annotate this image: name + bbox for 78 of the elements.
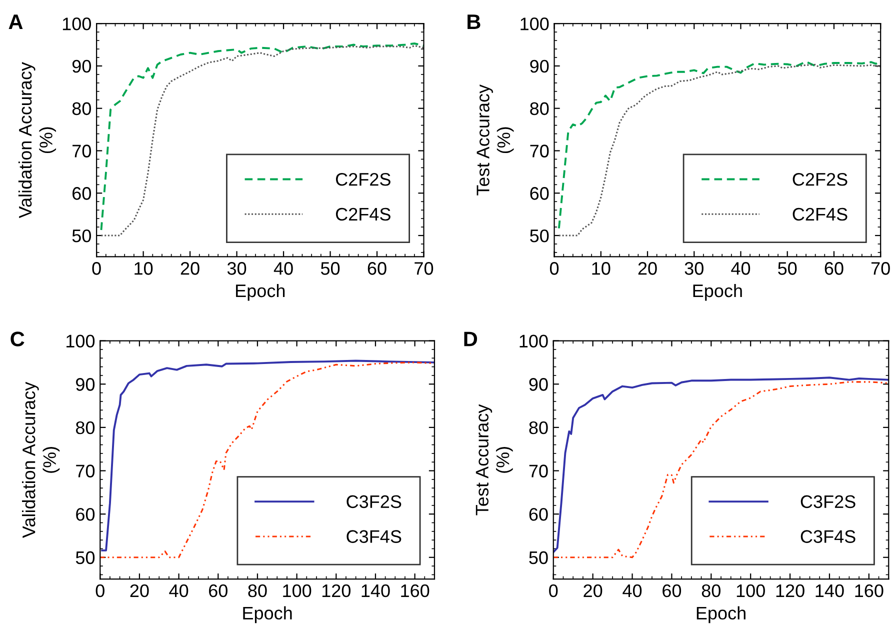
y-tick-label: 60 xyxy=(529,508,548,521)
x-tick-label: 60 xyxy=(824,262,844,275)
legend-label: C2F2S xyxy=(792,172,848,186)
x-tick-label: 40 xyxy=(731,262,750,275)
x-tick-label: 60 xyxy=(209,584,228,598)
x-tick-label: 40 xyxy=(274,262,293,275)
x-tick-label: 80 xyxy=(248,584,267,598)
legend-label: C2F2S xyxy=(336,172,390,186)
y-tick-label: 80 xyxy=(72,102,91,116)
y-tick-label: 100 xyxy=(62,18,91,30)
x-axis-title: Epoch xyxy=(243,606,292,624)
x-tick-label: 20 xyxy=(180,262,200,275)
x-tick-label: 70 xyxy=(414,262,434,275)
x-tick-label: 50 xyxy=(320,262,340,275)
text: C xyxy=(10,332,24,346)
legend-label: C3F4S xyxy=(800,530,856,543)
x-tick-label: 40 xyxy=(169,584,188,598)
legend-label: C3F2S xyxy=(800,495,856,508)
y-tick-label: 100 xyxy=(520,18,549,30)
y-tick-label: 70 xyxy=(529,464,548,478)
text: B xyxy=(468,14,480,29)
y-tick-label: 50 xyxy=(76,551,95,564)
x-tick-label: 120 xyxy=(322,584,350,598)
y-tick-label: 100 xyxy=(520,334,548,348)
y-axis-title: Test Accuracy (%) xyxy=(476,84,514,196)
x-axis-title: Epoch xyxy=(236,284,285,301)
x-tick-label: 100 xyxy=(736,584,765,598)
y-tick-label: 60 xyxy=(530,187,549,200)
y-tick-label: 70 xyxy=(530,144,549,158)
x-axis-title: Epoch xyxy=(693,284,742,301)
x-tick-label: 10 xyxy=(134,262,153,275)
y-tick-label: 60 xyxy=(72,187,91,200)
x-tick-label: 20 xyxy=(584,584,602,598)
x-tick-label: 160 xyxy=(401,584,430,598)
x-tick-label: 0 xyxy=(550,262,559,275)
x-tick-label: 120 xyxy=(776,584,804,598)
x-tick-label: 100 xyxy=(283,584,312,598)
x-tick-label: 0 xyxy=(549,584,558,598)
x-tick-label: 140 xyxy=(362,584,390,598)
x-tick-label: 80 xyxy=(702,584,720,598)
x-tick-label: 10 xyxy=(592,262,610,275)
x-tick-label: 0 xyxy=(96,584,104,598)
x-tick-label: 70 xyxy=(871,262,890,275)
x-tick-label: 60 xyxy=(368,262,386,275)
y-axis-title: Validation Accuracy (%) xyxy=(18,62,56,218)
x-tick-label: 40 xyxy=(622,584,642,598)
x-tick-label: 140 xyxy=(816,584,844,598)
text: A xyxy=(8,14,23,29)
y-tick-label: 80 xyxy=(529,421,548,434)
text: D xyxy=(464,332,478,346)
y-tick-label: 70 xyxy=(72,144,91,158)
y-tick-label: 90 xyxy=(529,378,548,391)
legend-label: C3F2S xyxy=(346,495,402,508)
x-tick-label: 20 xyxy=(638,262,657,275)
x-tick-label: 30 xyxy=(227,262,246,275)
y-tick-label: 50 xyxy=(72,229,91,242)
x-tick-label: 20 xyxy=(130,584,149,598)
x-tick-label: 160 xyxy=(855,584,884,598)
x-tick-label: 30 xyxy=(684,262,704,275)
y-tick-label: 70 xyxy=(76,464,95,478)
y-tick-label: 90 xyxy=(530,60,549,73)
y-tick-label: 80 xyxy=(530,102,549,116)
x-tick-label: 0 xyxy=(92,262,101,275)
y-tick-label: 80 xyxy=(76,421,95,434)
y-tick-label: 50 xyxy=(530,229,549,242)
legend-label: C2F4S xyxy=(336,208,390,221)
y-tick-label: 90 xyxy=(76,378,95,391)
y-tick-label: 90 xyxy=(72,60,91,73)
y-tick-label: 100 xyxy=(66,334,95,348)
y-tick-label: 50 xyxy=(529,551,548,564)
x-tick-label: 50 xyxy=(778,262,797,275)
legend-label: C2F4S xyxy=(792,208,848,221)
y-axis-title: Test Accuracy (%) xyxy=(476,404,513,516)
x-tick-label: 60 xyxy=(662,584,682,598)
y-axis-title: Validation Accuracy (%) xyxy=(22,382,60,538)
legend-label: C3F4S xyxy=(346,530,402,543)
y-tick-label: 60 xyxy=(76,508,95,521)
x-axis-title: Epoch xyxy=(696,606,746,624)
